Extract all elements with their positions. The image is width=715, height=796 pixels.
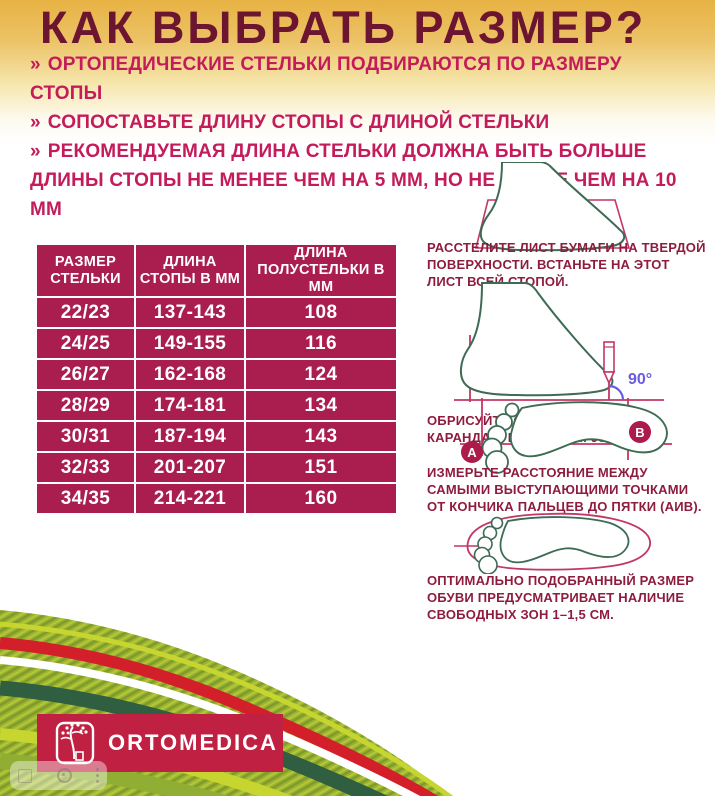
wave-olive-stripe: [0, 753, 229, 796]
toe-circle: [490, 516, 504, 530]
cell-insole-size: 28/29: [35, 389, 136, 422]
footprint-sole-outline: [499, 516, 630, 564]
step-caption: ОПТИМАЛЬНО ПОДОБРАННЫЙ РАЗМЕР ОБУВИ ПРЕД…: [427, 573, 695, 622]
toe-circle: [504, 402, 520, 418]
table-row: 34/35 214-221 160: [35, 482, 398, 515]
cell-half-insole: 160: [244, 482, 398, 515]
cell-foot-length: 214-221: [134, 482, 246, 515]
table-row: 30/31 187-194 143: [35, 420, 398, 453]
cell-half-insole: 116: [244, 327, 398, 360]
bullet-item: » СОПОСТАВЬТЕ ДЛИНУ СТОПЫ С ДЛИНОЙ СТЕЛЬК…: [30, 108, 698, 137]
image-viewer-toolbar[interactable]: [10, 761, 107, 790]
cell-insole-size: 26/27: [35, 358, 136, 391]
angle-label: 90°: [628, 371, 652, 388]
measure-footprint-illustration: А В: [460, 398, 672, 474]
cell-half-insole: 143: [244, 420, 398, 453]
page-title: КАК ВЫБРАТЬ РАЗМЕР?: [40, 2, 647, 53]
wave-red-stripe: [0, 637, 439, 796]
bullet-text: СОПОСТАВЬТЕ ДЛИНУ СТОПЫ С ДЛИНОЙ СТЕЛЬКИ: [47, 112, 550, 133]
cell-foot-length: 187-194: [134, 420, 246, 453]
cell-half-insole: 151: [244, 451, 398, 484]
brand-bar: ORTOMEDICA: [37, 714, 283, 772]
bullet-text: ОРТОПЕДИЧЕСКИЕ СТЕЛЬКИ ПОДБИРАЮТСЯ ПО РА…: [30, 54, 622, 104]
brand-name: ORTOMEDICA: [108, 730, 278, 755]
point-b-badge: [629, 421, 651, 443]
shoe-outline: [466, 512, 651, 571]
step-caption: ИЗМЕРЬТЕ РАССТОЯНИЕ МЕЖДУ САМЫМИ ВЫСТУПА…: [427, 465, 702, 514]
angle-arc: [608, 384, 625, 401]
big-toe-circle: [485, 450, 509, 474]
cell-foot-length: 162-168: [134, 358, 246, 391]
header-gradient-background: [0, 0, 715, 170]
bullet-marker: »: [30, 112, 41, 133]
table-header-row: РАЗМЕР СТЕЛЬКИ ДЛИНА СТОПЫ В ММ ДЛИНА ПОЛУС…: [35, 243, 398, 298]
cell-insole-size: 24/25: [35, 327, 136, 360]
wave-chartreuse-thin-stripe: [0, 621, 454, 796]
foot-side-outline: [479, 162, 626, 252]
table-row: 28/29 174-181 134: [35, 389, 398, 422]
big-toe-circle: [478, 555, 498, 574]
image-thumbnail-icon[interactable]: [18, 768, 32, 783]
cell-half-insole: 124: [244, 358, 398, 391]
column-header-foot-length: ДЛИНА СТОПЫ В ММ: [134, 243, 246, 298]
cell-foot-length: 137-143: [134, 296, 246, 329]
cell-foot-length: 201-207: [134, 451, 246, 484]
bullet-marker: »: [30, 141, 41, 162]
foot-side-outline: [460, 282, 614, 397]
trace-foot-pencil-illustration: 90°: [454, 282, 664, 402]
bullet-text: РЕКОМЕНДУЕМАЯ ДЛИНА СТЕЛЬКИ ДОЛЖНА БЫТЬ: [47, 141, 559, 162]
foot-on-paper-illustration: [474, 162, 631, 252]
cell-foot-length: 149-155: [134, 327, 246, 360]
table-row: 24/25 149-155 116: [35, 327, 398, 360]
cell-insole-size: 22/23: [35, 296, 136, 329]
cell-insole-size: 32/33: [35, 451, 136, 484]
pencil-tip: [602, 371, 616, 385]
point-a-label: А: [467, 445, 477, 460]
foot-in-shoe-illustration: [454, 512, 651, 574]
table-row: 22/23 137-143 108: [35, 296, 398, 329]
point-a-badge: [461, 441, 483, 463]
column-header-insole-size: РАЗМЕР СТЕЛЬКИ: [35, 243, 136, 298]
step-caption: РАССТЕЛИТЕ ЛИСТ БУМАГИ НА ТВЕРДОЙ ПОВЕРХ…: [427, 240, 706, 289]
tree-logo-icon: [55, 721, 95, 765]
bullet-item: » ОРТОПЕДИЧЕСКИЕ СТЕЛЬКИ ПОДБИРАЮТСЯ ПО Р…: [30, 50, 698, 108]
table-row: 32/33 201-207 151: [35, 451, 398, 484]
footprint-sole-outline: [509, 401, 668, 458]
camera-search-icon[interactable]: [56, 768, 72, 783]
cell-half-insole: 134: [244, 389, 398, 422]
cell-half-insole: 108: [244, 296, 398, 329]
point-b-label: В: [635, 425, 644, 440]
table-row: 26/27 162-168 124: [35, 358, 398, 391]
more-options-icon[interactable]: [96, 768, 99, 783]
cell-insole-size: 30/31: [35, 420, 136, 453]
column-header-half-insole-length: ДЛИНА ПОЛУСТЕЛЬКИ В ММ: [244, 243, 398, 298]
insole-size-table: РАЗМЕР СТЕЛЬКИ ДЛИНА СТОПЫ В ММ ДЛИНА ПОЛУС…: [35, 243, 398, 515]
bullet-marker: »: [30, 54, 41, 75]
cell-foot-length: 174-181: [134, 389, 246, 422]
cell-insole-size: 34/35: [35, 482, 136, 515]
